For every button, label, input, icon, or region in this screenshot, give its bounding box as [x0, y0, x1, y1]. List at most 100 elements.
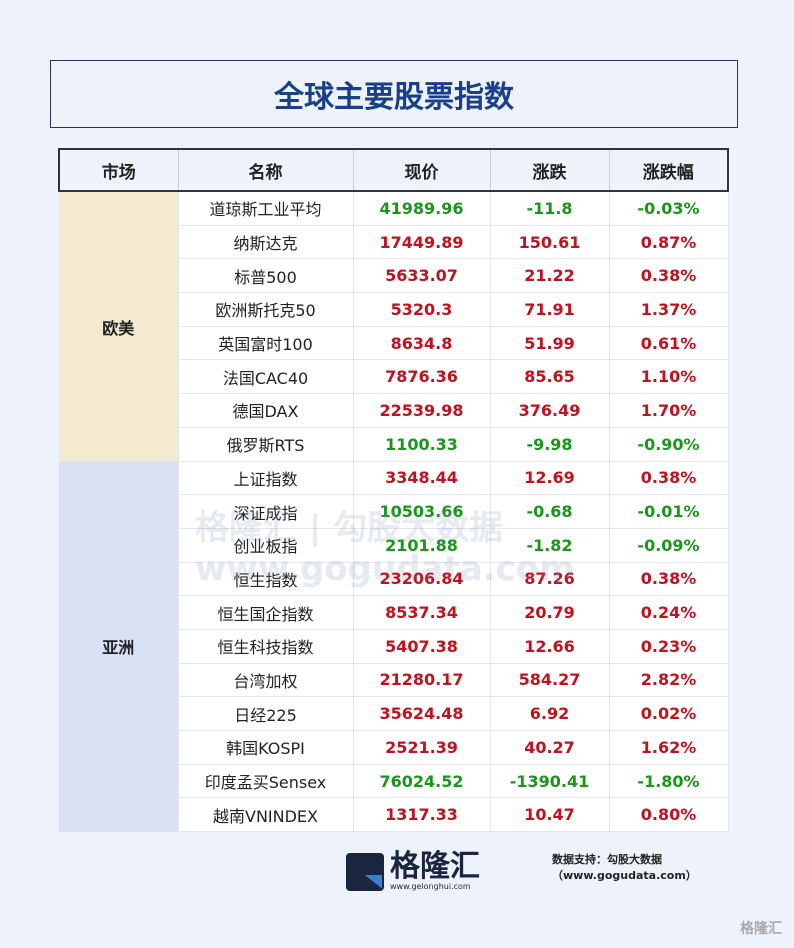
change: 376.49 [489, 393, 610, 428]
index-name: 台湾加权 [177, 662, 354, 698]
price: 1317.33 [352, 797, 491, 833]
change-pct: -0.01% [608, 494, 729, 529]
index-name: 恒生指数 [177, 561, 354, 597]
change: -1390.41 [489, 763, 610, 799]
change: 21.22 [489, 258, 610, 294]
price: 76024.52 [352, 763, 491, 799]
change: 51.99 [489, 325, 610, 361]
index-name: 标普500 [177, 258, 354, 294]
change-pct: 1.37% [608, 292, 729, 327]
table-row: 亚洲 上证指数 3348.44 12.69 0.38% [59, 460, 729, 832]
table-row: 欧美 道琼斯工业平均 41989.96 -11.8 -0.03% [59, 190, 729, 461]
change-pct: -0.09% [608, 527, 729, 563]
change: 71.91 [489, 292, 610, 327]
change: 12.66 [489, 628, 610, 664]
logo-g-icon [346, 852, 384, 891]
table-row: 纳斯达克 17449.89 150.61 0.87% [59, 224, 729, 260]
market-cell: 欧美 [59, 191, 178, 461]
table-row: 英国富时100 8634.8 51.99 0.61% [59, 325, 729, 361]
table-row: 韩国KOSPI 2521.39 40.27 1.62% [59, 730, 729, 765]
price: 5407.38 [352, 628, 491, 664]
change: -0.68 [489, 494, 610, 529]
table-row: 印度孟买Sensex 76024.52 -1390.41 -1.80% [59, 763, 729, 799]
change-pct: 0.38% [608, 561, 729, 597]
table-row: 日经225 35624.48 6.92 0.02% [59, 696, 729, 731]
price: 22539.98 [352, 393, 491, 428]
index-name: 创业板指 [177, 527, 354, 563]
change-pct: 0.80% [608, 797, 729, 833]
index-name: 上证指数 [177, 460, 354, 496]
index-table: 市场 名称 现价 涨跌 涨跌幅 欧美 道琼斯工业平均 41989.96 -11.8 -0… [58, 148, 729, 833]
change: 12.69 [489, 460, 610, 496]
page-title: 全球主要股票指数 [50, 60, 738, 128]
price: 2101.88 [352, 527, 491, 563]
change: 584.27 [489, 662, 610, 698]
change-pct: -0.90% [608, 426, 729, 462]
change-pct: 0.38% [608, 460, 729, 496]
price: 8537.34 [352, 595, 491, 630]
gelonghui-logo: 格隆汇 www.gelonghui.com [346, 852, 480, 891]
data-source: 数据支持：勾股大数据（www.gogudata.com） [552, 853, 697, 882]
change-pct: 0.87% [608, 224, 729, 260]
index-name: 印度孟买Sensex [177, 763, 354, 799]
index-name: 欧洲斯托克50 [177, 292, 354, 327]
index-name: 越南VNINDEX [177, 797, 354, 833]
change-pct: 1.70% [608, 393, 729, 428]
change-pct: 1.10% [608, 359, 729, 395]
change: 150.61 [489, 224, 610, 260]
change-pct: -0.03% [608, 190, 729, 226]
header-name: 名称 [177, 148, 353, 192]
change-pct: 1.62% [608, 730, 729, 765]
price: 35624.48 [352, 696, 491, 731]
index-name: 深证成指 [177, 494, 354, 529]
index-name: 恒生科技指数 [177, 628, 354, 664]
change: 87.26 [489, 561, 610, 597]
table-row: 德国DAX 22539.98 376.49 1.70% [59, 393, 729, 428]
price: 17449.89 [352, 224, 491, 260]
index-name: 法国CAC40 [177, 359, 354, 395]
index-name: 德国DAX [177, 393, 354, 428]
price: 2521.39 [352, 730, 491, 765]
price: 5633.07 [352, 258, 491, 294]
index-name: 道琼斯工业平均 [177, 190, 354, 226]
price: 1100.33 [352, 426, 491, 462]
header-market: 市场 [58, 148, 178, 192]
index-name: 纳斯达克 [177, 224, 354, 260]
change: 6.92 [489, 696, 610, 731]
table-row: 深证成指 10503.66 -0.68 -0.01% [59, 494, 729, 529]
table-row: 恒生指数 23206.84 87.26 0.38% [59, 561, 729, 597]
table-row: 标普500 5633.07 21.22 0.38% [59, 258, 729, 294]
change: 85.65 [489, 359, 610, 395]
index-name: 恒生国企指数 [177, 595, 354, 630]
header-change-pct: 涨跌幅 [608, 148, 729, 192]
corner-watermark: 格隆汇 [740, 921, 782, 937]
header-price: 现价 [352, 148, 490, 192]
table-row: 欧洲斯托克50 5320.3 71.91 1.37% [59, 292, 729, 327]
change: 10.47 [489, 797, 610, 833]
change-pct: 2.82% [608, 662, 729, 698]
change: -9.98 [489, 426, 610, 462]
change: 40.27 [489, 730, 610, 765]
change-pct: 0.61% [608, 325, 729, 361]
change-pct: -1.80% [608, 763, 729, 799]
index-name: 韩国KOSPI [177, 730, 354, 765]
table-row: 越南VNINDEX 1317.33 10.47 0.80% [59, 797, 729, 833]
change: -1.82 [489, 527, 610, 563]
table-row: 俄罗斯RTS 1100.33 -9.98 -0.90% [59, 426, 729, 462]
price: 23206.84 [352, 561, 491, 597]
change-pct: 0.24% [608, 595, 729, 630]
price: 3348.44 [352, 460, 491, 496]
change: -11.8 [489, 190, 610, 226]
table-row: 恒生科技指数 5407.38 12.66 0.23% [59, 628, 729, 664]
price: 7876.36 [352, 359, 491, 395]
change: 20.79 [489, 595, 610, 630]
market-cell: 亚洲 [59, 461, 178, 832]
change-pct: 0.02% [608, 696, 729, 731]
header-change: 涨跌 [489, 148, 609, 192]
logo-url: www.gelonghui.com [390, 882, 471, 891]
table-row: 台湾加权 21280.17 584.27 2.82% [59, 662, 729, 698]
index-name: 英国富时100 [177, 325, 354, 361]
index-name: 俄罗斯RTS [177, 426, 354, 462]
price: 41989.96 [352, 190, 491, 226]
price: 8634.8 [352, 325, 491, 361]
